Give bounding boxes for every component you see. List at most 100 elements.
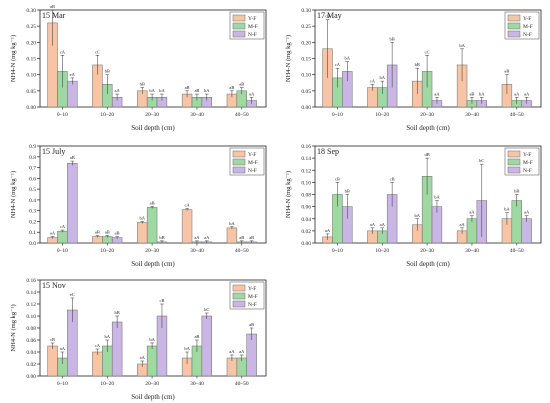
legend-label: N-F bbox=[523, 32, 532, 38]
y-tick-label: 0.06 bbox=[301, 205, 311, 211]
x-tick-label: 40–50 bbox=[510, 112, 524, 118]
chart-15-mar: 15 Mar 0.00 0.05 0.10 0.15 0.20 0.25 0.30 NH4-N … bbox=[0, 0, 272, 134]
significance-label: aB bbox=[50, 4, 55, 9]
chart-svg: 18 Sep 0.00 0.02 0.04 0.06 0.08 0.10 0.12 0.14 0.… bbox=[285, 144, 542, 268]
x-tick-label: 20–30 bbox=[420, 112, 434, 118]
significance-label: bA bbox=[345, 56, 351, 61]
significance-label: bB bbox=[415, 62, 420, 67]
y-tick-label: 0.10 bbox=[26, 314, 36, 320]
y-axis-label: NH4-N (mg kg⁻¹) bbox=[285, 35, 292, 82]
legend-label: Y-F bbox=[523, 152, 531, 158]
significance-label: aA bbox=[370, 222, 376, 227]
y-tick-label: 0.04 bbox=[26, 350, 36, 356]
x-tick-label: 0–10 bbox=[332, 112, 343, 118]
y-tick-label: 0.20 bbox=[301, 40, 311, 46]
significance-label: bC bbox=[204, 307, 209, 312]
significance-label: bA bbox=[149, 88, 155, 93]
y-tick-label: 0.15 bbox=[301, 57, 311, 63]
legend-label: N-F bbox=[248, 32, 257, 38]
significance-label: aB bbox=[249, 235, 254, 240]
significance-label: bA bbox=[204, 88, 210, 93]
significance-label: aA bbox=[140, 355, 146, 360]
x-tick-label: 20–30 bbox=[145, 381, 159, 387]
y-tick-label: 0.30 bbox=[26, 8, 36, 14]
significance-label: aB bbox=[504, 69, 509, 74]
x-axis-label: Soil depth (cm) bbox=[131, 260, 175, 268]
y-axis-label: NH4-N (mg kg⁻¹) bbox=[10, 171, 17, 218]
x-tick-label: 40–50 bbox=[235, 248, 249, 254]
y-tick-label: 0.00 bbox=[26, 105, 36, 111]
legend-label: N-F bbox=[248, 302, 257, 308]
significance-label: aA bbox=[524, 91, 530, 96]
y-tick-label: 0.05 bbox=[26, 89, 36, 95]
y-tick-label: 0.02 bbox=[26, 362, 36, 368]
significance-label: cA bbox=[370, 78, 376, 83]
chart-svg: 15 July 0.0 0.1 0.2 0.3 0.4 0.5 0.6 0.7 0.8 0.9 NH4… bbox=[10, 144, 267, 268]
y-tick-label: 0.30 bbox=[301, 8, 311, 14]
x-tick-label: 20–30 bbox=[145, 248, 159, 254]
y-tick-label: 0.15 bbox=[26, 57, 36, 63]
y-tick-label: 0.08 bbox=[301, 193, 311, 199]
y-tick-label: 0.00 bbox=[301, 105, 311, 111]
significance-label: aA bbox=[514, 91, 520, 96]
significance-label: cC bbox=[95, 49, 100, 54]
chart-svg: 15 Nov 0.00 0.02 0.04 0.06 0.08 0.10 0.12 0.14 0.… bbox=[10, 278, 267, 401]
significance-label: aA bbox=[380, 222, 386, 227]
significance-label: bA bbox=[105, 334, 111, 339]
y-tick-label: 0.16 bbox=[26, 278, 36, 284]
legend-swatch bbox=[507, 14, 521, 22]
x-tick-label: 30–40 bbox=[190, 112, 204, 118]
significance-label: cA bbox=[95, 343, 101, 348]
legend-label: N-F bbox=[248, 168, 257, 174]
legend-swatch bbox=[232, 284, 246, 292]
significance-label: aA bbox=[469, 210, 475, 215]
x-tick-label: 30–40 bbox=[465, 248, 479, 254]
significance-label: eC bbox=[70, 292, 75, 297]
significance-label: cC bbox=[425, 49, 430, 54]
legend-label: M-F bbox=[523, 24, 533, 30]
x-tick-label: 20–30 bbox=[145, 112, 159, 118]
significance-label: aB bbox=[150, 200, 155, 205]
significance-label: bA bbox=[139, 215, 145, 220]
legend-label: Y-F bbox=[248, 152, 256, 158]
y-tick-label: 0.10 bbox=[301, 180, 311, 186]
bar-n-f bbox=[201, 315, 212, 377]
y-tick-label: 0.20 bbox=[26, 40, 36, 46]
x-tick-label: 10–20 bbox=[100, 248, 114, 254]
significance-label: bA bbox=[479, 91, 485, 96]
y-tick-label: 0.8 bbox=[29, 155, 36, 161]
significance-label: aB bbox=[194, 334, 199, 339]
y-tick-label: 0.4 bbox=[29, 198, 36, 204]
significance-label: aA bbox=[50, 231, 56, 236]
significance-label: bB bbox=[105, 69, 110, 74]
y-tick-label: 0.7 bbox=[29, 166, 36, 172]
significance-label: aA bbox=[194, 235, 200, 240]
significance-label: aA bbox=[114, 88, 120, 93]
panel-title: 15 Mar bbox=[42, 11, 66, 20]
chart-svg: 15 Mar 0.00 0.05 0.10 0.15 0.20 0.25 0.30 NH4-N … bbox=[10, 4, 267, 132]
significance-label: cA bbox=[60, 49, 66, 54]
significance-label: aA bbox=[325, 228, 331, 233]
legend-swatch bbox=[232, 292, 246, 300]
x-tick-label: 20–30 bbox=[420, 248, 434, 254]
significance-label: aB bbox=[239, 82, 244, 87]
significance-label: cA bbox=[335, 62, 341, 67]
significance-label: aA bbox=[249, 91, 255, 96]
significance-label: bA bbox=[229, 221, 235, 226]
y-tick-label: 0.00 bbox=[301, 241, 311, 247]
legend-swatch bbox=[232, 150, 246, 158]
significance-label: eA bbox=[70, 72, 76, 77]
significance-label: bA bbox=[459, 43, 465, 48]
significance-label: bC bbox=[479, 158, 484, 163]
x-tick-label: 0–10 bbox=[57, 381, 68, 387]
y-tick-label: 0.08 bbox=[26, 326, 36, 332]
significance-label: aB bbox=[239, 235, 244, 240]
significance-label: bA bbox=[159, 88, 165, 93]
x-tick-label: 10–20 bbox=[100, 381, 114, 387]
bar-m-f bbox=[146, 207, 158, 244]
y-tick-label: 0.04 bbox=[301, 217, 311, 223]
bar-n-f bbox=[111, 321, 123, 377]
x-tick-label: 30–40 bbox=[465, 112, 479, 118]
x-tick-label: 40–50 bbox=[510, 248, 524, 254]
x-tick-label: 10–20 bbox=[375, 248, 389, 254]
